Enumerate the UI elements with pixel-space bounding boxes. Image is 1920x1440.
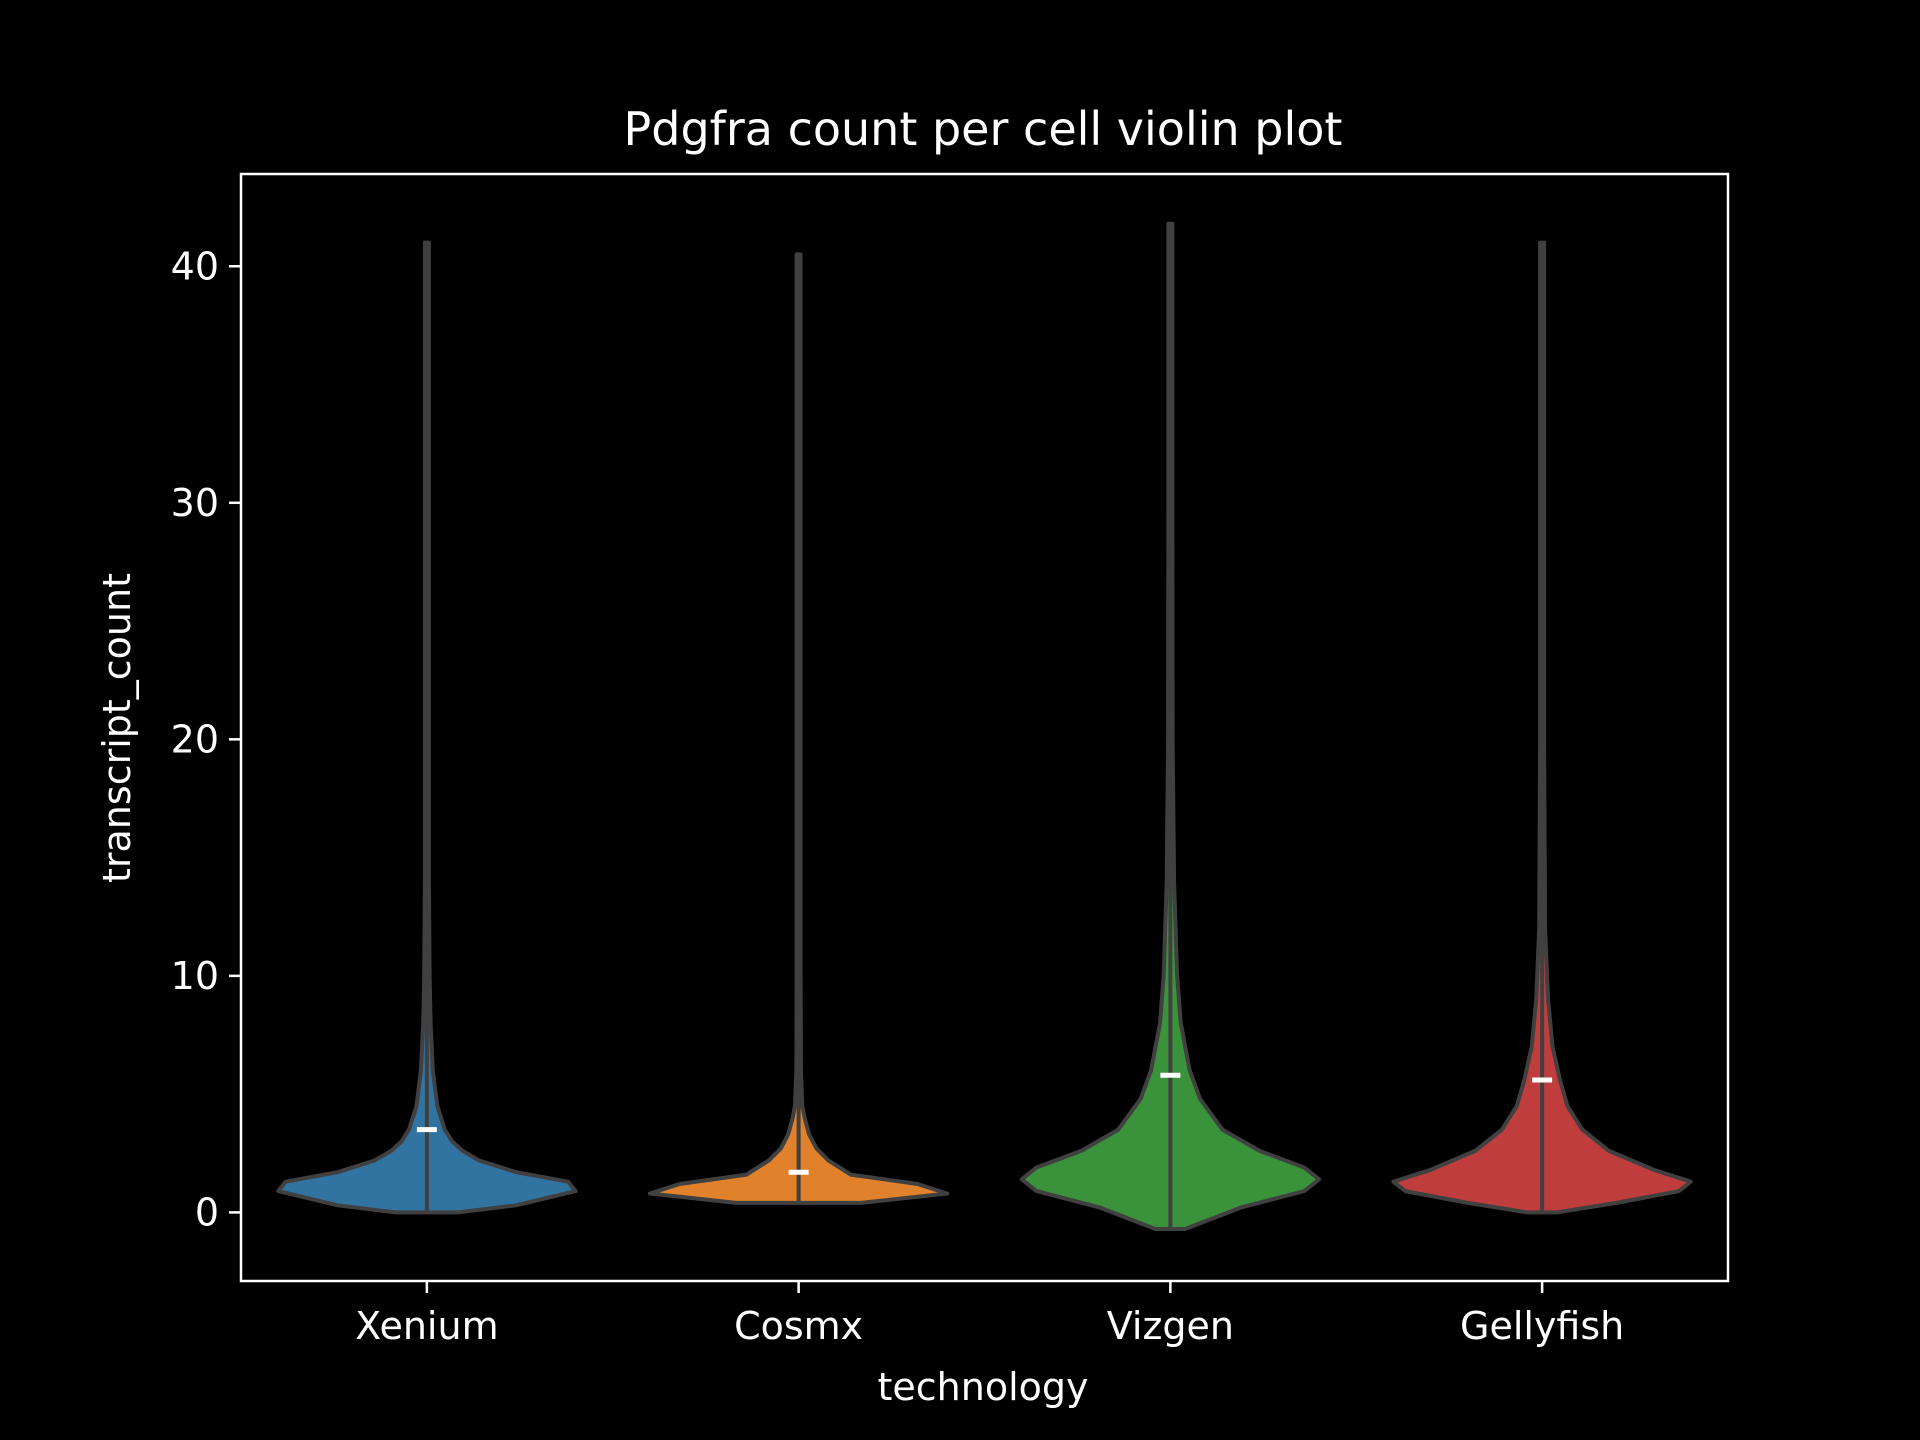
chart-title: Pdgfra count per cell violin plot (624, 102, 1343, 156)
x-tick-label-vizgen: Vizgen (1107, 1304, 1234, 1348)
y-tick-label: 30 (171, 481, 219, 525)
x-axis: Xenium Cosmx Vizgen Gellyfish (355, 1281, 1624, 1348)
y-tick-label: 40 (171, 244, 219, 288)
x-tick-label-cosmx: Cosmx (734, 1304, 863, 1348)
axes-frame (239, 172, 1730, 1283)
y-tick-label: 0 (195, 1190, 219, 1234)
violins-layer (276, 221, 1693, 1231)
x-tick-label-xenium: Xenium (355, 1304, 498, 1348)
x-axis-label: technology (877, 1365, 1088, 1409)
y-axis-label: transcript_count (95, 573, 139, 883)
y-tick-label: 10 (171, 954, 219, 998)
x-tick-label-gellyfish: Gellyfish (1460, 1304, 1624, 1348)
y-tick-label: 20 (171, 717, 219, 761)
y-axis: 0 10 20 30 40 (171, 244, 241, 1234)
